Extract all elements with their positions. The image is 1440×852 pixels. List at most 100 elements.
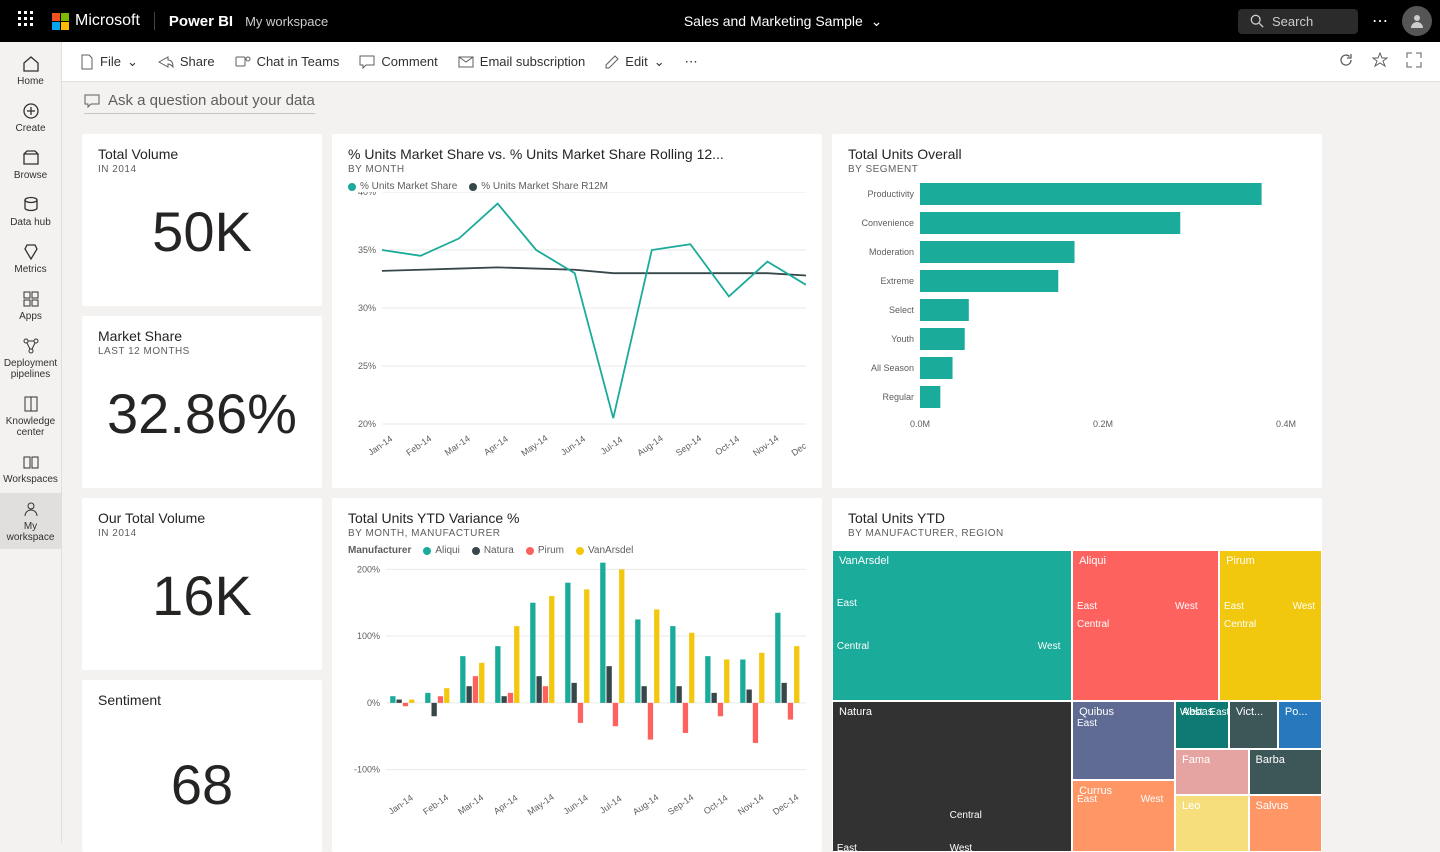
card-sentiment[interactable]: Sentiment 68 — [82, 680, 322, 852]
svg-text:-100%: -100% — [354, 765, 380, 775]
treemap-cell[interactable]: Quibus — [1072, 701, 1175, 780]
card-treemap[interactable]: Total Units YTD BY MANUFACTURER, REGION … — [832, 498, 1322, 852]
file-menu[interactable]: File ⌄ — [80, 54, 138, 70]
card-subtitle: BY SEGMENT — [848, 164, 1306, 175]
rail-icon — [21, 242, 41, 262]
treemap-chart: VanArsdelEastCentralWestNaturaEastCentra… — [832, 550, 1322, 852]
svg-text:Jun-14: Jun-14 — [562, 793, 590, 817]
svg-text:40%: 40% — [358, 192, 376, 197]
chart-legend: ManufacturerAliquiNaturaPirumVanArsdel — [348, 545, 806, 556]
treemap-cell[interactable]: VanArsdel — [832, 550, 1072, 701]
email-subscription-button[interactable]: Email subscription — [458, 54, 586, 69]
card-subtitle: IN 2014 — [98, 528, 306, 539]
rail-item-metrics[interactable]: Metrics — [0, 236, 61, 281]
svg-text:Jan-14: Jan-14 — [366, 434, 394, 458]
workspace-breadcrumb[interactable]: My workspace — [245, 14, 328, 29]
rail-item-data-hub[interactable]: Data hub — [0, 189, 61, 234]
svg-text:25%: 25% — [358, 361, 376, 371]
card-line-chart[interactable]: % Units Market Share vs. % Units Market … — [332, 134, 822, 488]
rail-item-apps[interactable]: Apps — [0, 283, 61, 328]
card-variance-chart[interactable]: Total Units YTD Variance % BY MONTH, MAN… — [332, 498, 822, 852]
rail-item-home[interactable]: Home — [0, 48, 61, 93]
svg-text:20%: 20% — [358, 419, 376, 429]
more-icon[interactable]: ⋯ — [1372, 11, 1388, 31]
svg-text:Jul-14: Jul-14 — [599, 434, 625, 456]
svg-text:Jan-14: Jan-14 — [387, 793, 415, 817]
treemap-cell[interactable]: Salvus — [1249, 795, 1323, 852]
svg-text:Dec-14: Dec-14 — [771, 792, 801, 817]
card-subtitle: BY MONTH — [348, 164, 806, 175]
svg-text:Aug-14: Aug-14 — [635, 433, 665, 458]
card-title: Total Units YTD — [832, 510, 1322, 526]
left-nav-rail: HomeCreateBrowseData hubMetricsAppsDeplo… — [0, 42, 62, 843]
treemap-cell[interactable]: Po... — [1278, 701, 1322, 749]
svg-text:Aug-14: Aug-14 — [631, 792, 661, 817]
rail-item-create[interactable]: Create — [0, 95, 61, 140]
svg-text:Regular: Regular — [882, 392, 914, 402]
svg-text:Apr-14: Apr-14 — [492, 793, 520, 817]
card-title: % Units Market Share vs. % Units Market … — [348, 146, 806, 162]
rail-item-knowledge-center[interactable]: Knowledge center — [0, 388, 61, 444]
person-icon — [1409, 13, 1425, 29]
mail-icon — [458, 56, 474, 68]
svg-text:Youth: Youth — [891, 334, 914, 344]
microsoft-label: Microsoft — [75, 12, 140, 30]
microsoft-logo[interactable]: Microsoft — [52, 12, 155, 30]
command-bar: File ⌄ Share Chat in Teams Comment Email… — [62, 42, 1440, 82]
search-input[interactable]: Search — [1238, 9, 1358, 34]
svg-text:100%: 100% — [357, 631, 380, 641]
card-horizontal-bar[interactable]: Total Units Overall BY SEGMENT Productiv… — [832, 134, 1322, 488]
teams-icon — [235, 55, 251, 69]
svg-text:Nov-14: Nov-14 — [736, 792, 766, 817]
top-bar: Microsoft Power BI My workspace Sales an… — [0, 0, 1440, 42]
rail-item-deployment-pipelines[interactable]: Deployment pipelines — [0, 330, 61, 386]
treemap-cell[interactable]: Barba — [1249, 749, 1323, 794]
dashboard-canvas: Total Volume IN 2014 50K Market Share LA… — [82, 134, 1422, 843]
refresh-icon[interactable] — [1338, 52, 1354, 71]
svg-text:Sep-14: Sep-14 — [674, 433, 704, 458]
rail-icon — [21, 289, 41, 309]
dashboard-title-dropdown[interactable]: Sales and Marketing Sample ⌄ — [328, 13, 1238, 30]
card-total-volume[interactable]: Total Volume IN 2014 50K — [82, 134, 322, 306]
svg-text:Jun-14: Jun-14 — [559, 434, 587, 458]
product-name[interactable]: Power BI — [169, 13, 233, 30]
svg-text:Apr-14: Apr-14 — [482, 434, 510, 458]
comment-button[interactable]: Comment — [359, 54, 437, 69]
pencil-icon — [605, 55, 619, 69]
card-our-volume[interactable]: Our Total Volume IN 2014 16K — [82, 498, 322, 670]
card-title: Our Total Volume — [98, 510, 306, 526]
treemap-cell[interactable]: Leo — [1175, 795, 1249, 852]
svg-text:All Season: All Season — [871, 363, 914, 373]
rail-item-browse[interactable]: Browse — [0, 142, 61, 187]
rail-item-workspaces[interactable]: Workspaces — [0, 446, 61, 491]
treemap-cell[interactable]: Currus — [1072, 780, 1175, 852]
svg-text:Feb-14: Feb-14 — [404, 433, 433, 458]
treemap-cell[interactable]: Vict... — [1229, 701, 1278, 749]
card-subtitle: LAST 12 MONTHS — [98, 346, 306, 357]
treemap-cell[interactable]: Fama — [1175, 749, 1249, 794]
card-market-share[interactable]: Market Share LAST 12 MONTHS 32.86% — [82, 316, 322, 488]
more-options-icon[interactable]: ⋯ — [685, 54, 698, 70]
comment-icon — [359, 55, 375, 69]
user-avatar[interactable] — [1402, 6, 1432, 36]
chevron-down-icon: ⌄ — [867, 13, 883, 29]
chat-teams-button[interactable]: Chat in Teams — [235, 54, 340, 69]
svg-text:May-14: May-14 — [519, 433, 549, 458]
fullscreen-icon[interactable] — [1406, 52, 1422, 71]
svg-text:Mar-14: Mar-14 — [456, 792, 485, 817]
svg-text:200%: 200% — [357, 564, 380, 574]
qna-bar: Ask a question about your data — [62, 82, 1440, 124]
card-subtitle: BY MANUFACTURER, REGION — [832, 528, 1322, 539]
edit-button[interactable]: Edit ⌄ — [605, 54, 664, 70]
app-launcher-icon[interactable] — [8, 11, 44, 32]
card-title: Total Units YTD Variance % — [348, 510, 806, 526]
favorite-icon[interactable] — [1372, 52, 1388, 71]
svg-text:Productivity: Productivity — [867, 189, 914, 199]
share-button[interactable]: Share — [158, 54, 215, 69]
rail-item-my-workspace[interactable]: My workspace — [0, 493, 61, 549]
treemap-cell[interactable]: Natura — [832, 701, 1072, 852]
svg-text:Jul-14: Jul-14 — [598, 793, 624, 815]
qna-input[interactable]: Ask a question about your data — [84, 92, 315, 114]
chevron-down-icon: ⌄ — [127, 54, 138, 70]
svg-text:Convenience: Convenience — [861, 218, 914, 228]
